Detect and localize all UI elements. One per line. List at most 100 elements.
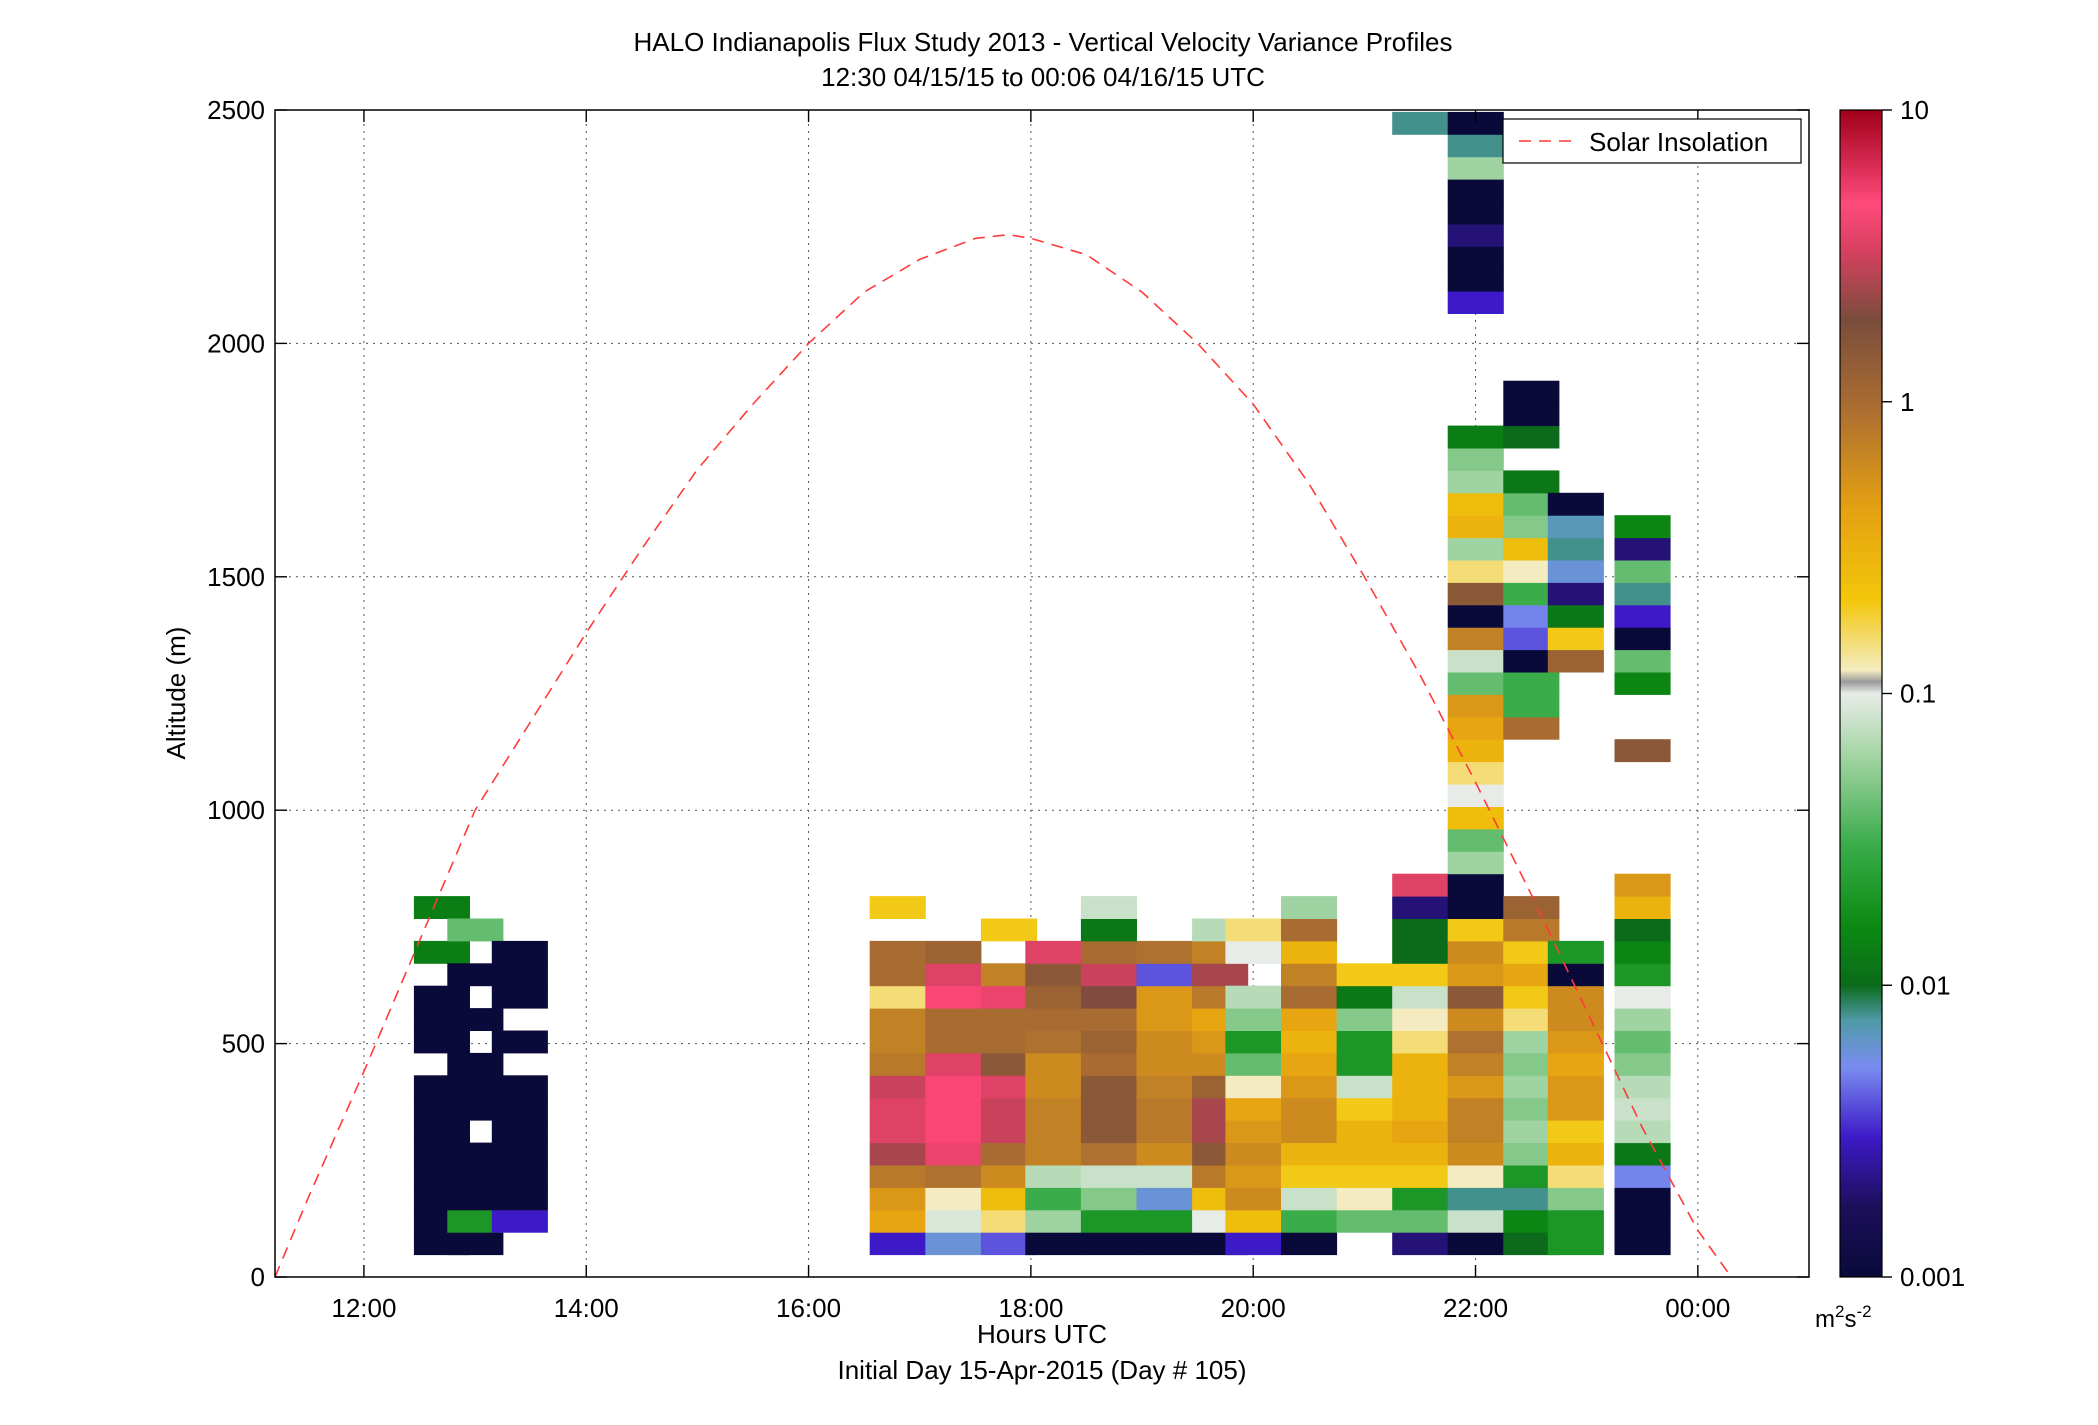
variance-cell <box>1025 1052 1082 1076</box>
variance-cell <box>1614 896 1671 919</box>
x-tick-label: 16:00 <box>776 1293 841 1323</box>
variance-cell <box>1503 1075 1560 1099</box>
variance-cell <box>1392 1209 1449 1233</box>
variance-cell <box>1447 111 1504 135</box>
variance-cell <box>1225 1120 1282 1144</box>
variance-cell <box>1136 963 1193 987</box>
variance-cell <box>1447 627 1504 651</box>
variance-cell <box>925 985 982 1009</box>
variance-cell <box>1281 963 1338 987</box>
variance-cell <box>1503 985 1560 1009</box>
variance-cell <box>1336 1165 1393 1188</box>
variance-cell <box>1025 1187 1082 1211</box>
variance-cell <box>1080 1120 1137 1144</box>
y-tick-label: 2000 <box>207 328 265 358</box>
variance-cell <box>980 1052 1037 1076</box>
variance-cell <box>1547 1232 1604 1256</box>
variance-cell <box>491 1120 548 1144</box>
variance-cell <box>1503 1008 1560 1031</box>
variance-cell <box>1281 1030 1338 1054</box>
legend-box <box>1502 118 1802 164</box>
variance-cell <box>1080 940 1137 964</box>
variance-cell <box>1447 739 1504 763</box>
variance-cell <box>1503 716 1560 740</box>
variance-cell <box>1136 1075 1193 1099</box>
variance-cell <box>491 1030 548 1054</box>
variance-cell <box>1503 940 1560 964</box>
variance-cell <box>1336 985 1393 1009</box>
variance-cell <box>1614 940 1671 964</box>
variance-cell <box>1547 1142 1604 1166</box>
variance-cell <box>1447 470 1504 494</box>
variance-cell <box>869 963 926 987</box>
y-axis-label: Altitude (m) <box>161 627 191 760</box>
variance-cell <box>1080 1097 1137 1121</box>
variance-cell <box>1392 1232 1449 1256</box>
variance-cell <box>1447 1209 1504 1233</box>
variance-cell <box>1392 111 1449 135</box>
variance-cell <box>980 1142 1037 1166</box>
variance-cell <box>413 940 470 964</box>
variance-cell <box>1447 716 1504 740</box>
variance-cell <box>1225 1187 1282 1211</box>
variance-cell <box>925 1120 982 1144</box>
variance-cell <box>925 940 982 964</box>
variance-cell <box>491 1097 548 1121</box>
variance-cell <box>1336 1142 1393 1166</box>
variance-cell <box>1503 1052 1560 1076</box>
variance-cell <box>925 1052 982 1076</box>
variance-cell <box>1136 1008 1193 1031</box>
variance-cell <box>980 1209 1037 1233</box>
variance-cell <box>1392 963 1449 987</box>
variance-cell <box>1447 291 1504 314</box>
variance-cell <box>869 1097 926 1121</box>
variance-cell <box>1281 896 1338 919</box>
variance-cell <box>1547 1165 1604 1188</box>
variance-cell <box>1025 1008 1082 1031</box>
variance-cell <box>925 1030 982 1054</box>
variance-cell <box>1547 1075 1604 1099</box>
variance-cell <box>1503 537 1560 561</box>
variance-cell <box>1447 963 1504 987</box>
variance-cell <box>447 918 504 942</box>
variance-cell <box>1614 582 1671 606</box>
variance-cell <box>980 1165 1037 1188</box>
variance-cell <box>413 1120 470 1144</box>
variance-cell <box>1025 1097 1082 1121</box>
variance-cell <box>1025 1120 1082 1144</box>
variance-cell <box>1447 1187 1504 1211</box>
variance-cell <box>1281 985 1338 1009</box>
variance-cell <box>925 1142 982 1166</box>
variance-cell <box>447 1008 504 1031</box>
variance-cell <box>1447 828 1504 852</box>
variance-cell <box>925 1232 982 1256</box>
variance-cell <box>1392 918 1449 942</box>
variance-cell <box>1614 739 1671 763</box>
variance-cell <box>1336 1209 1393 1233</box>
x-tick-label: 18:00 <box>998 1293 1063 1323</box>
legend: Solar Insolation <box>1502 118 1802 164</box>
variance-cell <box>1503 1097 1560 1121</box>
variance-cell <box>1447 1165 1504 1188</box>
variance-cell <box>1447 672 1504 695</box>
variance-cell <box>1547 515 1604 539</box>
solar-insolation-line <box>274 233 1732 1278</box>
variance-cell <box>1447 268 1504 292</box>
colorbar-tick-label: 0.1 <box>1900 679 1936 709</box>
variance-cell <box>1503 470 1560 494</box>
variance-cell <box>1447 1142 1504 1166</box>
x-tick-label: 00:00 <box>1665 1293 1730 1323</box>
variance-cell <box>1281 918 1338 942</box>
variance-cell <box>1225 1008 1282 1031</box>
variance-cell <box>1080 963 1137 987</box>
variance-cell <box>1447 806 1504 830</box>
variance-cell <box>1447 179 1504 202</box>
variance-cell <box>1503 380 1560 404</box>
variance-cell <box>447 1142 504 1166</box>
variance-cell <box>1614 627 1671 651</box>
variance-cell <box>1503 1030 1560 1054</box>
variance-cell <box>1503 403 1560 427</box>
variance-cell <box>491 1165 548 1188</box>
variance-cell <box>1136 1187 1193 1211</box>
variance-cell <box>1447 1232 1504 1256</box>
